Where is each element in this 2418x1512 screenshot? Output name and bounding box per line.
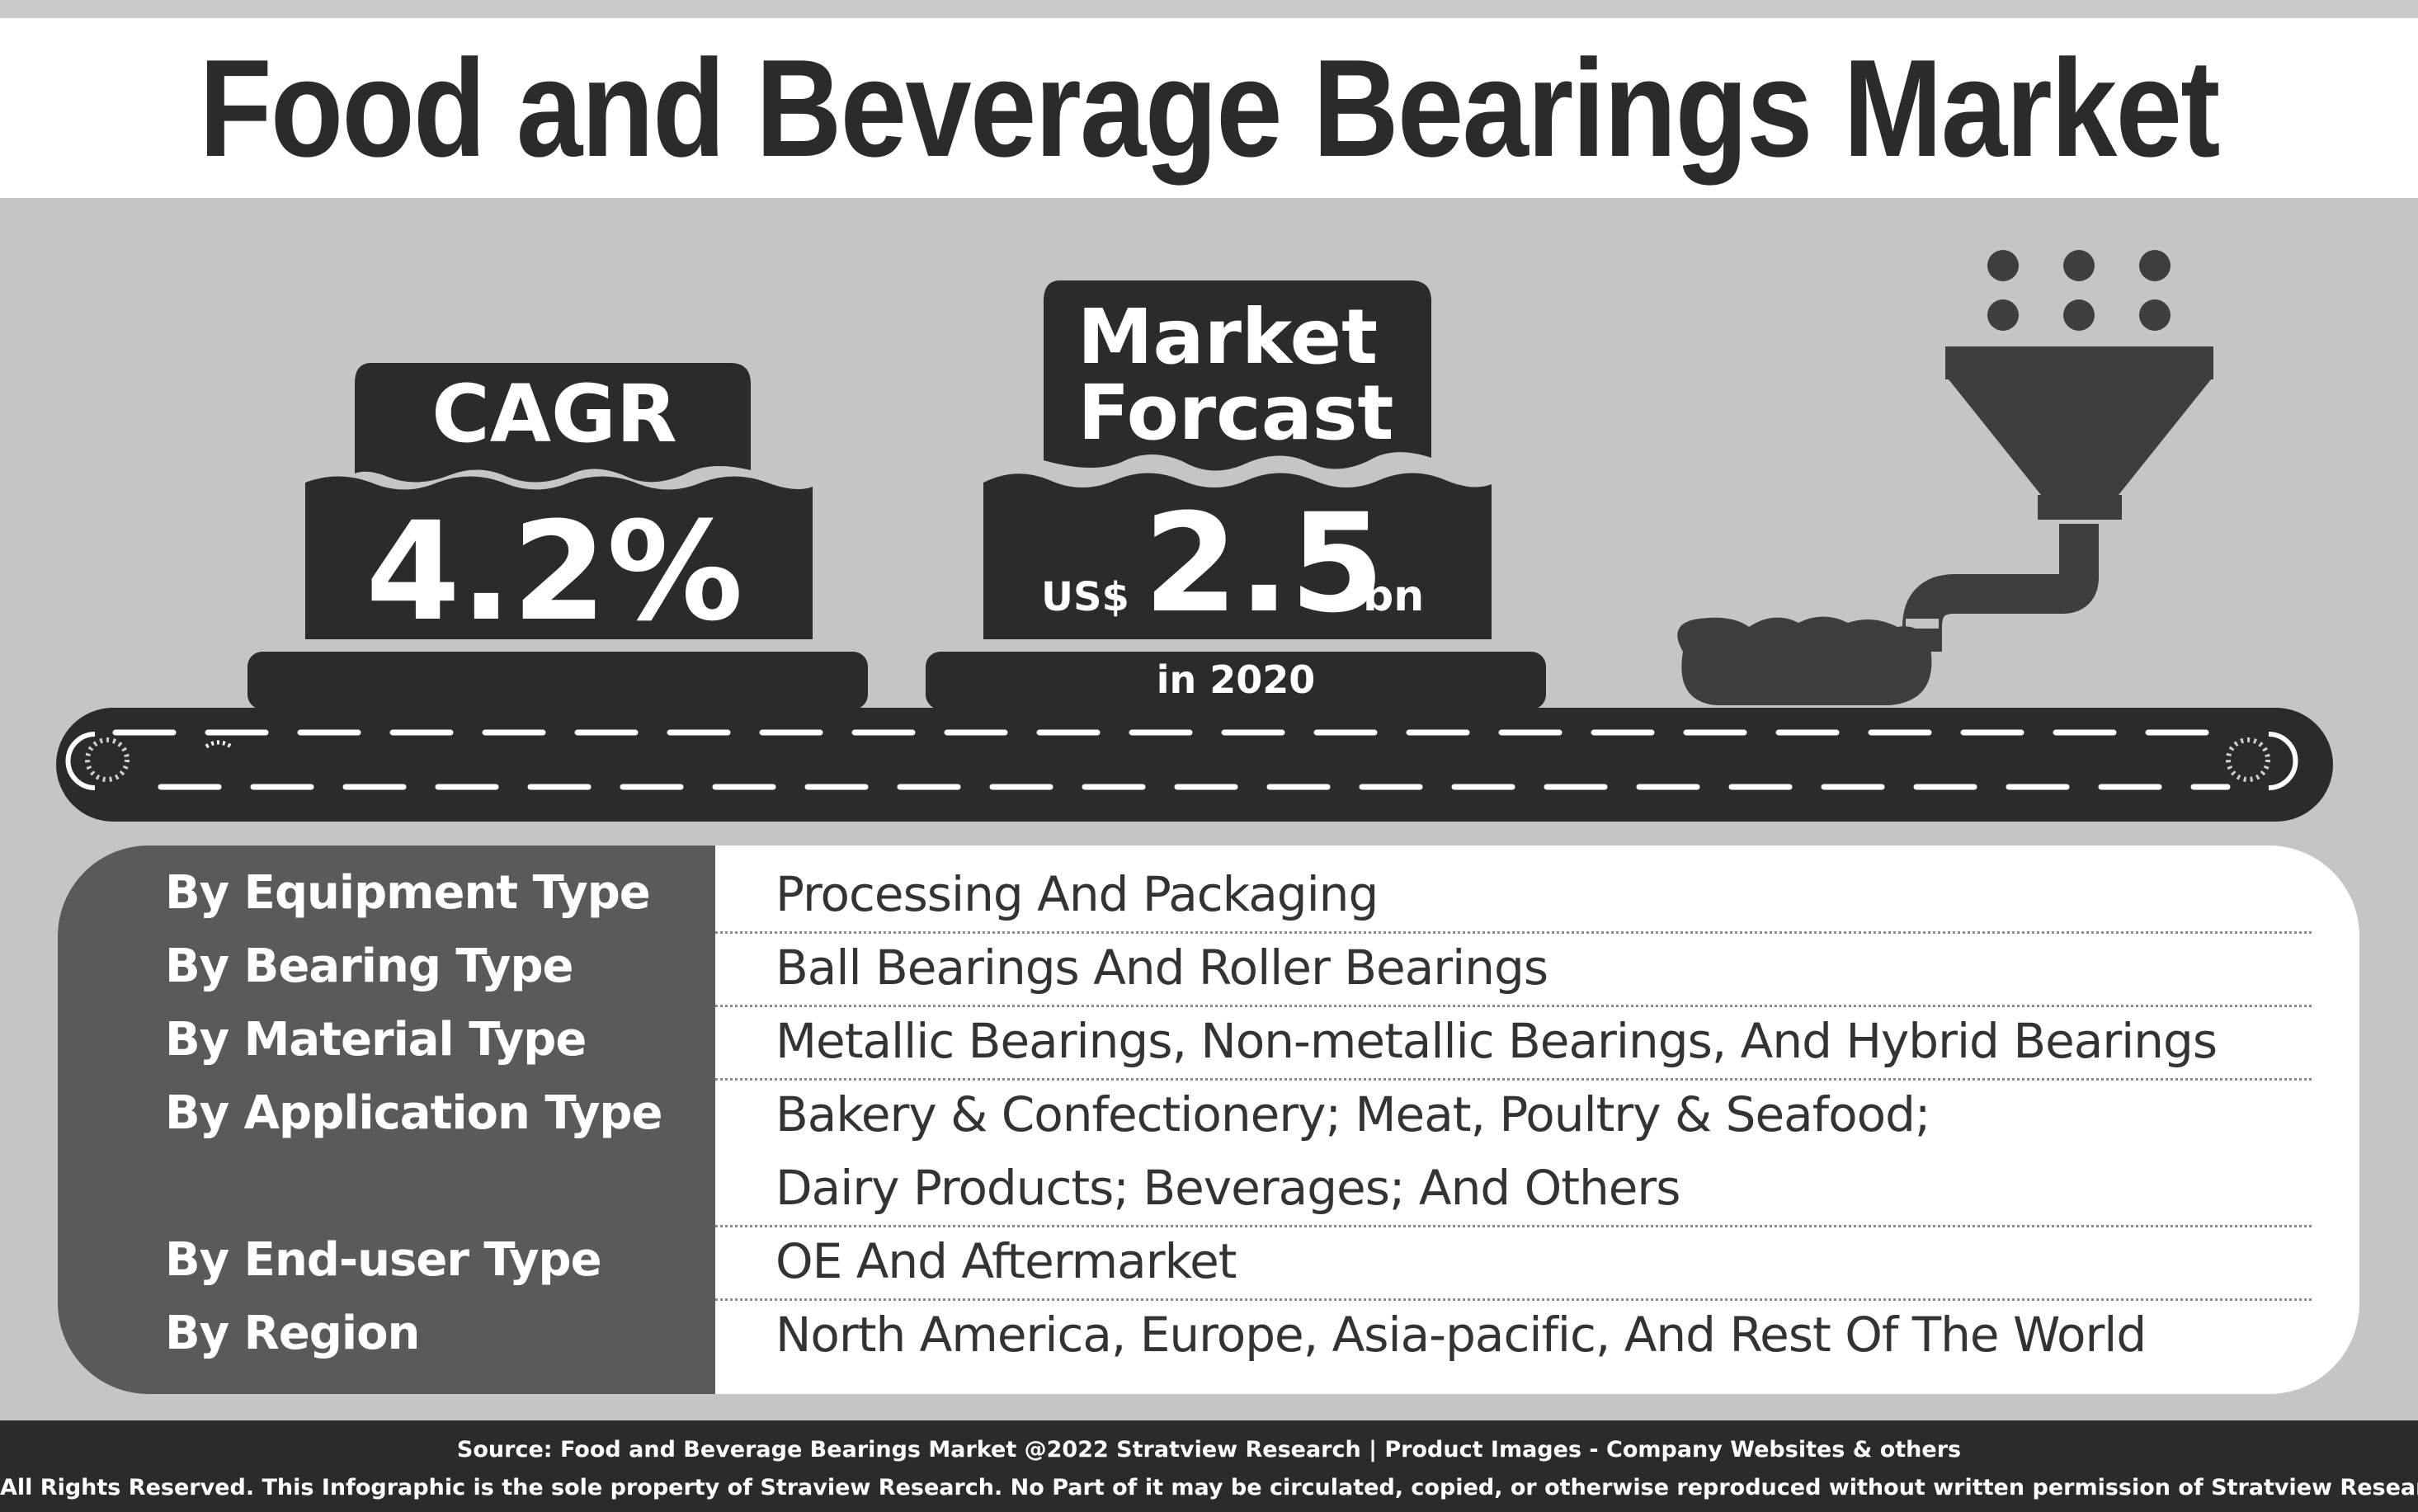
- segment-category: By Material Type: [165, 1013, 587, 1067]
- segment-value-continued: Dairy Products; Beverages; And Others: [775, 1160, 1680, 1216]
- row-divider: [715, 1078, 2312, 1081]
- title-bar: [0, 18, 2418, 198]
- forecast-label-line1: Market: [1077, 293, 1378, 381]
- footer-source: Source: Food and Beverage Bearings Marke…: [456, 1437, 1962, 1463]
- segment-category: By Equipment Type: [165, 866, 651, 920]
- top-stripe: [0, 0, 2418, 18]
- segment-value: Metallic Bearings, Non-metallic Bearings…: [775, 1013, 2218, 1069]
- segment-category: By Bearing Type: [165, 940, 574, 993]
- cagr-label: CAGR: [431, 368, 676, 460]
- segment-value: North America, Europe, Asia-pacific, And…: [775, 1307, 2147, 1363]
- segments-table: By Equipment Type Processing And Packagi…: [58, 845, 2359, 1394]
- row-divider: [715, 1225, 2312, 1227]
- segment-category: By End-user Type: [165, 1233, 602, 1287]
- segment-category: By Application Type: [165, 1086, 662, 1140]
- forecast-card: Market Forcast US$ 2.5 bn in 2020: [926, 280, 1546, 709]
- segment-value: Bakery & Confectionery; Meat, Poultry & …: [775, 1086, 1930, 1142]
- segment-category: By Region: [165, 1307, 420, 1360]
- segment-value: Processing And Packaging: [775, 866, 1379, 922]
- footer: Source: Food and Beverage Bearings Marke…: [0, 1420, 2418, 1512]
- forecast-year: in 2020: [1157, 657, 1316, 702]
- forecast-label-line2: Forcast: [1077, 369, 1393, 457]
- conveyor-belt-icon: [56, 708, 2333, 822]
- cagr-card: CAGR 4.2%: [247, 363, 868, 709]
- row-divider: [715, 931, 2312, 934]
- segment-value: OE And Aftermarket: [775, 1233, 1237, 1289]
- segment-value: Ball Bearings And Roller Bearings: [775, 940, 1548, 996]
- page-title: Food and Beverage Bearings Market: [199, 30, 2220, 186]
- forecast-value: 2.5: [1143, 484, 1384, 643]
- row-divider: [715, 1005, 2312, 1007]
- segments-category-column: [58, 845, 715, 1394]
- footer-rights: All Rights Reserved. This Infographic is…: [0, 1475, 2418, 1500]
- forecast-unit: bn: [1363, 572, 1424, 621]
- funnel-icon: [1677, 250, 2213, 705]
- row-divider: [715, 1298, 2312, 1301]
- forecast-currency: US$: [1041, 574, 1129, 620]
- cagr-value: 4.2%: [365, 492, 743, 651]
- conveyor-scene: CAGR 4.2% Market Forcast US$ 2.5 bn in 2…: [56, 250, 2333, 822]
